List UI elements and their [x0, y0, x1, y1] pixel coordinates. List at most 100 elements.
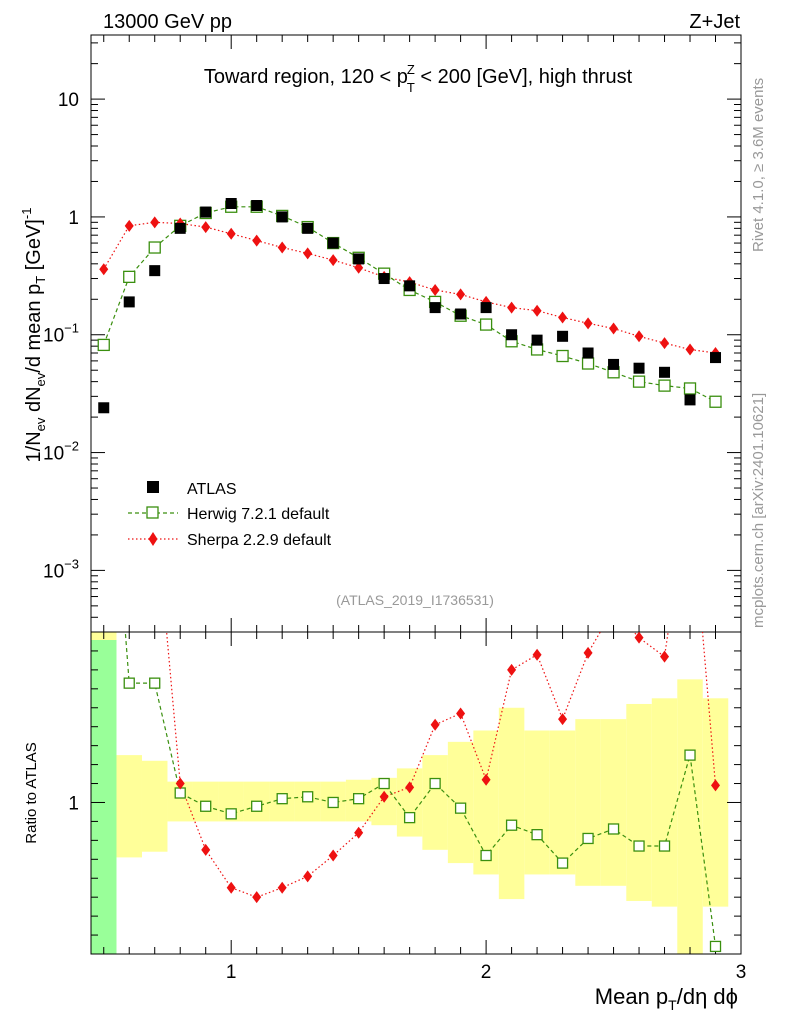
herwig-ratio-point: [607, 823, 620, 835]
herwig-ratio-point: [709, 940, 722, 953]
atlas-point: [455, 308, 467, 320]
sherpa-point: [609, 322, 619, 335]
atlas-point: [302, 222, 314, 234]
herwig-ratio-point: [429, 777, 441, 790]
sherpa-ratio-point: [226, 881, 236, 894]
atlas-point: [608, 358, 620, 370]
atlas-point: [327, 237, 339, 249]
herwig-ratio-point: [658, 840, 671, 852]
sherpa-ratio-point: [711, 779, 721, 792]
y-tick-label: 10−1: [43, 321, 79, 347]
atlas-point: [276, 211, 288, 223]
sherpa-point: [226, 227, 236, 240]
legend: ATLAS Herwig 7.2.1 default Sherpa 2.2.9 …: [128, 481, 332, 549]
atlas-point: [633, 362, 645, 374]
x-axis-title: Mean pT/dη dϕ: [595, 984, 738, 1013]
mcplots-label: mcplots.cern.ch [arXiv:2401.10621]: [750, 393, 767, 628]
ratio-axis-ticks: [91, 632, 742, 954]
main-y-tick-labels: 10−3 10−2 10−1 1 10: [43, 90, 79, 582]
herwig-point: [123, 270, 136, 284]
sherpa-point: [354, 261, 364, 274]
rivet-label: Rivet 4.1.0, ≥ 3.6M events: [750, 78, 767, 252]
atlas-point: [174, 222, 186, 234]
herwig-point: [556, 349, 569, 363]
y-tick-label: 10−2: [43, 439, 79, 465]
ratio-tick-labels: 1 1 2 3: [68, 793, 746, 983]
uncertainty-band: [549, 730, 576, 875]
y-tick-label: 10: [58, 90, 79, 111]
main-panel: 10−3 10−2 10−1 1 10 Toward region, 120 < pZ T…: [19, 34, 742, 633]
atlas-point: [200, 206, 212, 218]
ratio-frame: [90, 631, 742, 955]
sherpa-point: [303, 247, 313, 260]
legend-label-sherpa: Sherpa 2.2.9 default: [187, 532, 332, 549]
uncertainty-band: [447, 741, 474, 864]
sherpa-ratio-point: [583, 646, 593, 659]
atlas-point: [684, 394, 696, 406]
legend-label-atlas: ATLAS: [187, 481, 237, 498]
uncertainty-band: [626, 703, 652, 901]
sherpa-point: [558, 311, 568, 324]
main-series-layer: [97, 198, 722, 414]
herwig-point: [581, 357, 595, 370]
sherpa-ratio-point: [634, 631, 644, 644]
y-tick-label: 10−3: [43, 556, 79, 582]
herwig-ratio-point: [582, 832, 594, 845]
atlas-point: [123, 296, 135, 308]
atlas-point: [506, 329, 518, 341]
herwig-point: [632, 375, 646, 388]
sherpa-ratio-point: [303, 870, 313, 883]
y-tick-label: 1: [68, 208, 79, 229]
sherpa-ratio-point: [379, 790, 389, 803]
atlas-point: [404, 280, 416, 292]
legend-label-herwig: Herwig 7.2.1 default: [187, 506, 330, 523]
ratio-panel: 1 1 2 3 Ratio to ATLAS Mean pT/dη dϕ: [23, 631, 746, 1013]
herwig-ratio-point: [480, 849, 492, 862]
sherpa-ratio-point: [532, 648, 542, 661]
herwig-ratio-point: [531, 829, 543, 841]
herwig-ratio-point: [378, 777, 390, 790]
herwig-point: [479, 318, 493, 331]
sherpa-ratio-point: [456, 707, 466, 720]
uncertainty-band: [600, 719, 627, 886]
sherpa-ratio-point: [175, 777, 185, 790]
uncertainty-band: [677, 679, 703, 954]
herwig-ratio-point: [251, 800, 263, 812]
uncertainty-band: [651, 698, 678, 907]
x-tick-label: 1: [226, 962, 237, 983]
x-tick-label: 2: [481, 962, 492, 983]
sherpa-point: [150, 216, 160, 229]
herwig-line: [103, 206, 716, 403]
process-label: Z+Jet: [689, 11, 740, 33]
atlas-point: [531, 334, 543, 346]
sherpa-point: [201, 221, 211, 234]
sherpa-ratio-point: [405, 781, 415, 794]
atlas-point: [429, 302, 441, 314]
energy-label: 13000 GeV pp: [103, 11, 232, 33]
uncertainty-band: [141, 760, 168, 852]
atlas-point: [557, 330, 569, 342]
sherpa-point: [507, 301, 517, 314]
atlas-point: [659, 366, 671, 378]
herwig-ratio-point: [352, 793, 365, 805]
sherpa-point: [328, 254, 338, 267]
analysis-watermark: (ATLAS_2019_I1736531): [336, 592, 494, 608]
herwig-point: [97, 338, 110, 352]
atlas-point: [353, 253, 365, 265]
sherpa-ratio-point: [354, 826, 364, 839]
ratio-y-axis-title: Ratio to ATLAS: [23, 742, 40, 843]
sherpa-ratio-point: [277, 881, 287, 894]
sherpa-point: [252, 234, 262, 247]
sherpa-point: [532, 304, 542, 317]
sherpa-point: [430, 283, 440, 296]
sherpa-ratio-point: [252, 891, 262, 904]
sherpa-point: [634, 330, 644, 343]
atlas-point: [378, 273, 390, 285]
herwig-ratio-point: [327, 796, 339, 809]
legend-marker-sherpa: [148, 532, 158, 546]
herwig-ratio-point: [123, 677, 135, 689]
uncertainty-band: [116, 755, 142, 858]
sherpa-ratio-point: [481, 773, 491, 786]
sherpa-ratio-point: [430, 718, 440, 731]
